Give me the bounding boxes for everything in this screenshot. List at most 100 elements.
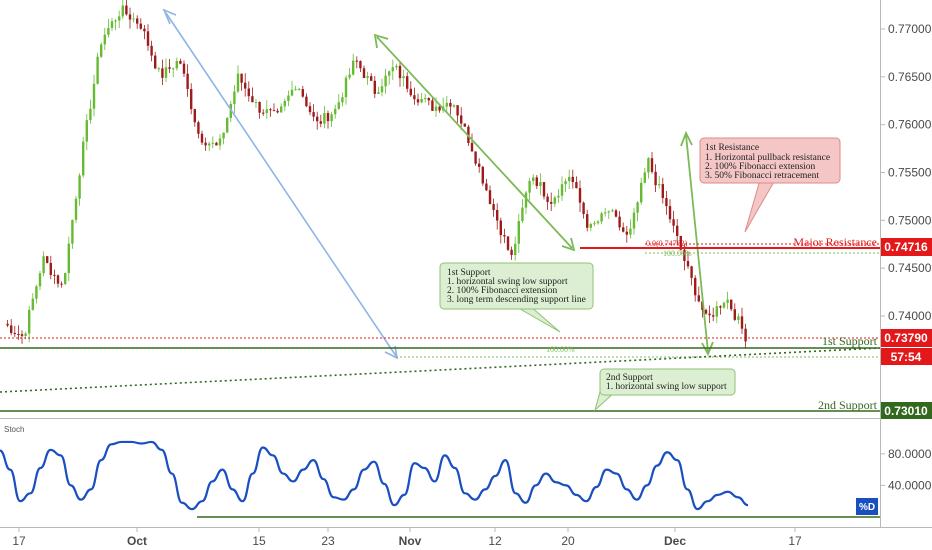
candle-body [13,333,16,335]
trend-arrows [162,8,714,360]
price-axis[interactable]: 0.77000 0.76500 0.76000 0.75500 0.75000 0.745… [880,22,932,323]
candle-body [85,120,88,142]
candle-body [553,197,556,204]
candle-body [121,5,124,17]
candle-body [258,101,261,113]
candle-body [496,209,499,221]
candle-body [643,172,646,183]
candle-body [334,108,337,115]
green-arrow-1-head-bottom [561,237,576,252]
resistance-price-tag-text: 0.74716 [884,240,928,254]
candle-body [168,67,171,69]
candle-body [341,97,344,103]
green-arrow-2-head-top [680,130,693,147]
fib-label-100-lower: 100.00% [546,345,575,354]
candle-body [283,101,286,107]
candle-body [330,114,333,122]
candle-body [578,188,582,203]
percent-d-badge[interactable] [856,498,878,515]
candle-body [629,228,632,235]
candle-body [6,323,9,326]
candle-body [294,89,297,91]
stochastic-pane[interactable]: Stoch 80.0000 40.0000 %D [0,425,932,518]
time-tick-label: Nov [399,534,422,548]
time-axis[interactable]: 17 Oct 15 23 Nov 12 20 Dec 17 [12,527,802,548]
candle-body [236,73,240,92]
candle-body [312,112,315,117]
candle-body [10,325,13,334]
candle-body [542,182,546,197]
fib-label-100-upper: 100.00% [663,249,692,258]
candle-body [679,235,682,250]
candle-body [348,74,351,78]
stochastic-tick-label: 40.0000 [888,478,932,492]
candle-body [150,45,153,56]
candle-body [208,143,211,146]
candle-body [298,89,301,91]
candle-body [431,100,434,111]
support1-callout[interactable]: 1st Support 1. horizontal swing low supp… [439,262,594,333]
candle-body [316,116,319,122]
candle-body [161,68,164,78]
candle-body [326,113,330,122]
candle-body [373,80,376,94]
candle-body [589,224,592,228]
blue-arrow [165,12,397,357]
resistance-note-2: 2. 100% Fibonacci extension [705,162,816,172]
support2-price-tag [881,402,932,419]
candle-body [49,262,52,275]
candle-body [46,256,49,263]
candle-body [352,60,355,75]
candle-body [445,102,448,107]
second-support-caption: 2nd Support [818,398,878,412]
candle-body [384,75,387,87]
candle-body [53,274,56,276]
candle-body [593,223,596,225]
candle-body [391,67,394,72]
support2-note-1: 1. horizontal swing low support [606,382,727,392]
candle-body [640,182,643,203]
candle-body [704,309,708,314]
green-arrow-1-head-top [373,33,389,49]
candle-body [377,92,380,94]
candle-body [416,99,420,103]
time-tick-label: 12 [488,534,502,548]
candle-body [359,61,362,69]
support1-note-1: 1. horizontal swing low support [447,277,568,287]
candle-body [730,299,733,310]
candle-body [650,158,654,172]
support1-note-3: 3. long term descending support line [447,295,586,305]
price-tick-label: 0.74500 [888,261,932,275]
candle-body [510,249,513,256]
candle-body [272,110,276,112]
price-pane[interactable]: 0.0(0.74762) 100.00% 100.00% Major Resis… [0,0,881,417]
time-tick-label: Oct [127,534,147,548]
price-tick-label: 0.75500 [888,166,932,180]
candle-body [586,214,589,228]
candle-body [503,235,506,237]
candle-body [726,299,729,303]
candle-body [485,183,488,191]
candle-body [737,316,740,320]
candle-body [262,112,265,114]
candle-body [722,302,726,308]
candle-body [38,273,42,287]
support2-callout[interactable]: 2nd Support 1. horizontal swing low supp… [594,368,736,412]
support1-price-tag [881,329,932,347]
candle-body [600,213,603,222]
candle-body [481,166,484,184]
candle-body [154,55,157,69]
time-tick-label: 23 [321,534,335,548]
candle-body [100,44,103,57]
green-arrow-1 [376,36,573,249]
candle-body [625,231,628,235]
candle-body [460,115,463,124]
resistance-callout[interactable]: 1st Resistance 1. Horizontal pullback re… [699,137,841,233]
candle-body [17,334,20,336]
resistance-price-tag [881,238,932,256]
candle-body [197,122,200,134]
candle-body [740,316,744,329]
blue-arrow-head-top [162,8,177,25]
candle-body [607,211,610,213]
